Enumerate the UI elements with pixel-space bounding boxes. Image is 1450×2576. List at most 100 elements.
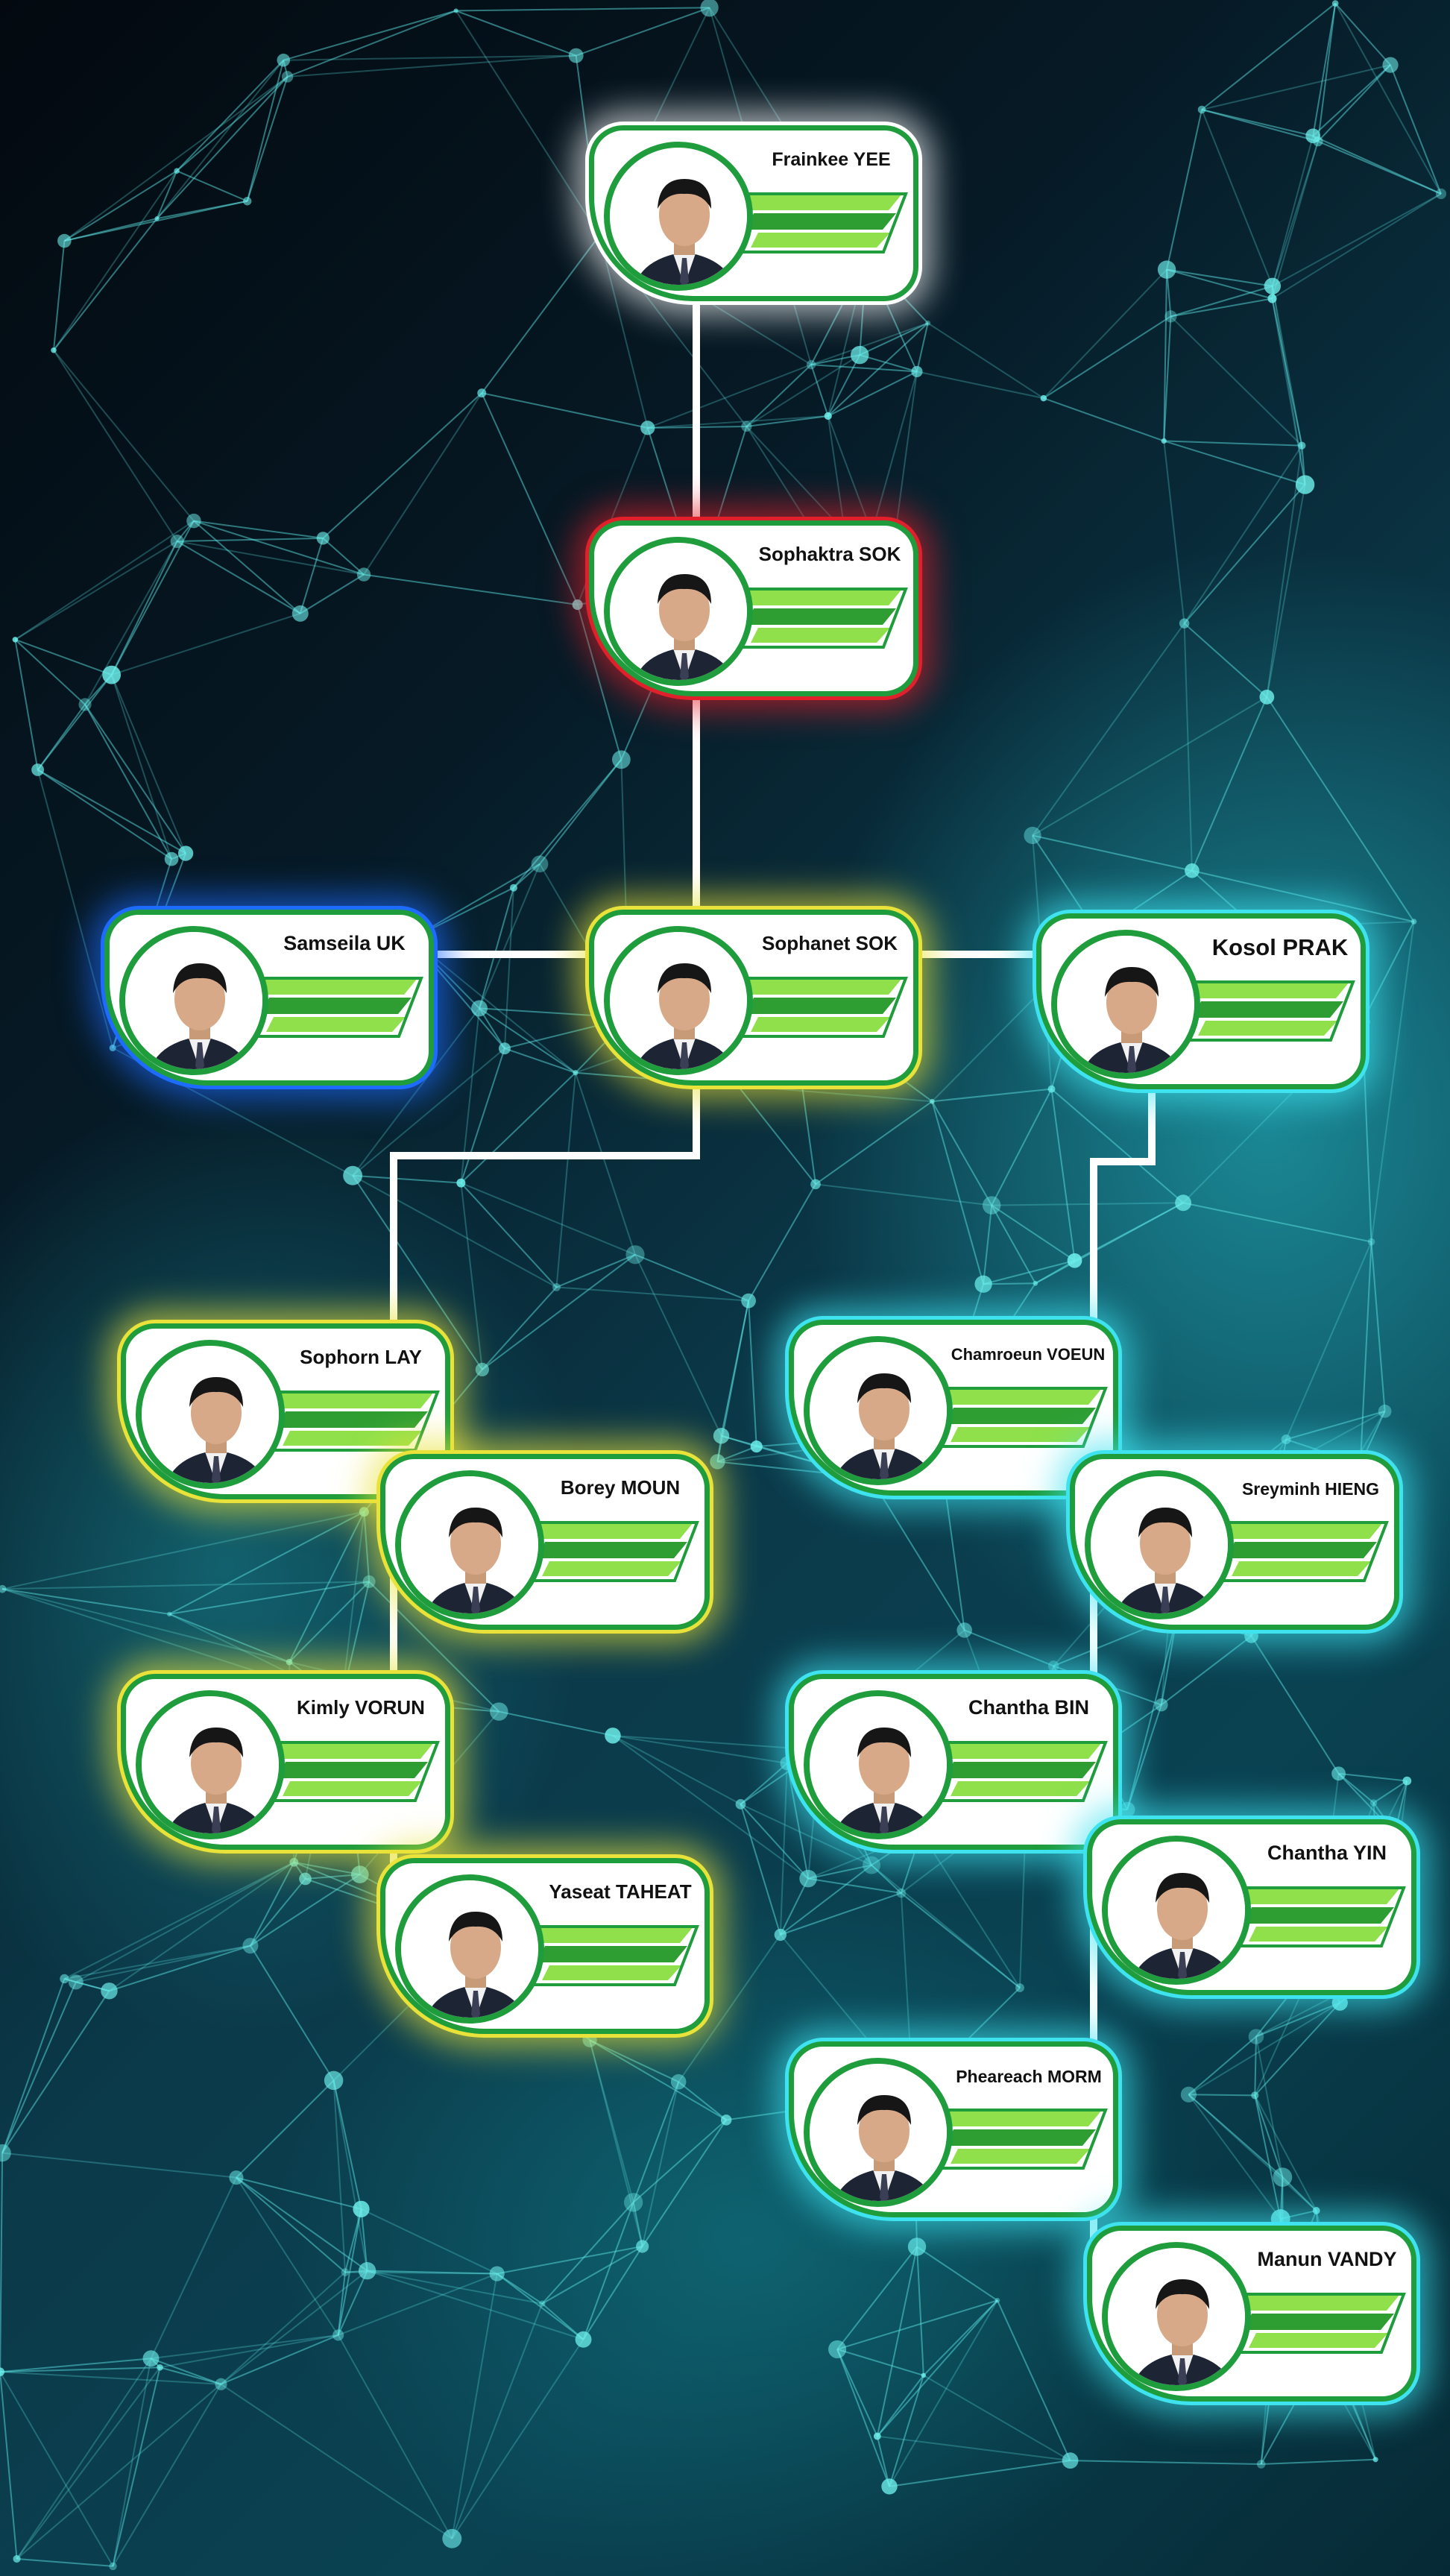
- person-silhouette-icon: [1091, 1476, 1228, 1613]
- ribbon-outline: [942, 1387, 1108, 1448]
- ribbon-stripe: [533, 1522, 693, 1539]
- ribbon-outline: [742, 192, 908, 253]
- name-ribbon: [942, 2109, 1108, 2170]
- person-silhouette-icon: [810, 2064, 947, 2201]
- ribbon-stripe: [266, 1017, 406, 1032]
- member-card-manun-vandy[interactable]: Manun VANDY: [1087, 2226, 1424, 2412]
- avatar: [1102, 2242, 1251, 2391]
- ribbon-stripe: [1240, 1888, 1400, 1904]
- person-silhouette-icon: [401, 1880, 538, 2018]
- ribbon-stripe: [262, 998, 412, 1014]
- member-card-samseila-uk[interactable]: Samseila UK: [104, 910, 441, 1096]
- avatar: [1102, 1836, 1251, 1985]
- member-card-sophanet-sok[interactable]: Sophanet SOK: [589, 910, 926, 1096]
- ribbon-stripe: [751, 628, 890, 643]
- member-card-chantha-bin[interactable]: Chantha BIN: [789, 1674, 1126, 1860]
- avatar: [804, 1690, 953, 1839]
- member-name: Sophanet SOK: [761, 932, 898, 954]
- ribbon-stripe: [946, 1408, 1096, 1424]
- ribbon-stripe: [1249, 1927, 1388, 1942]
- member-card-yaseat-taheat[interactable]: Yaseat TAHEAT: [380, 1858, 717, 2044]
- ribbon-stripe: [1194, 1001, 1343, 1018]
- ribbon-outline: [533, 1521, 699, 1582]
- avatar: [1051, 930, 1200, 1079]
- name-ribbon: [742, 588, 908, 649]
- person-silhouette-icon: [1057, 936, 1194, 1073]
- person-silhouette-icon: [610, 148, 747, 285]
- ribbon-stripe: [283, 1431, 422, 1446]
- name-ribbon: [1189, 980, 1355, 1042]
- avatar: [604, 142, 753, 291]
- person-silhouette-icon: [125, 932, 262, 1069]
- ribbon-stripe: [1227, 1542, 1377, 1558]
- avatar: [395, 1874, 544, 2024]
- ribbon-stripe: [742, 194, 902, 210]
- ribbon-stripe: [538, 1946, 687, 1962]
- member-name: Manun VANDY: [1257, 2248, 1397, 2270]
- name-ribbon: [942, 1387, 1108, 1448]
- name-ribbon: [533, 1521, 699, 1582]
- ribbon-stripe: [942, 2110, 1102, 2126]
- ribbon-stripe: [278, 1411, 428, 1428]
- person-silhouette-icon: [142, 1346, 279, 1483]
- member-name: Borey MOUN: [560, 1476, 681, 1499]
- member-card-chantha-yin[interactable]: Chantha YIN: [1087, 1819, 1424, 2006]
- member-card-kosol-prak[interactable]: Kosol PRAK: [1036, 913, 1373, 1100]
- person-silhouette-icon: [610, 543, 747, 680]
- member-card-sophorn-lay[interactable]: Sophorn LAY: [121, 1323, 458, 1510]
- ribbon-stripe: [1198, 1021, 1337, 1036]
- ribbon-stripe: [538, 1542, 687, 1558]
- member-name: Sreyminh HIENG: [1241, 1479, 1380, 1499]
- person-silhouette-icon: [401, 1476, 538, 1613]
- ribbon-stripe: [751, 1017, 890, 1032]
- ribbon-outline: [274, 1741, 440, 1802]
- name-ribbon: [274, 1391, 440, 1452]
- ribbon-stripe: [951, 2149, 1090, 2164]
- name-ribbon: [1223, 1521, 1389, 1582]
- ribbon-stripe: [1249, 2333, 1388, 2348]
- ribbon-stripe: [1223, 1522, 1383, 1539]
- ribbon-stripe: [274, 1742, 434, 1759]
- ribbon-stripe: [942, 1742, 1102, 1759]
- ribbon-stripe: [1232, 1561, 1371, 1576]
- ribbon-outline: [1240, 1886, 1406, 1947]
- avatar: [804, 1336, 953, 1485]
- ribbon-stripe: [742, 978, 902, 995]
- person-silhouette-icon: [1108, 2248, 1245, 2385]
- name-ribbon: [942, 1741, 1108, 1802]
- ribbon-stripe: [274, 1392, 434, 1408]
- ribbon-stripe: [951, 1781, 1090, 1796]
- member-card-pheareach-morm[interactable]: Pheareach MORM: [789, 2041, 1126, 2228]
- member-card-chamroeun-voeun[interactable]: Chamroeun VOEUN: [789, 1320, 1126, 1506]
- ribbon-outline: [533, 1925, 699, 1986]
- name-ribbon: [742, 192, 908, 253]
- ribbon-stripe: [946, 1762, 1096, 1778]
- member-card-frainkee-yee[interactable]: Frainkee YEE: [589, 125, 926, 312]
- ribbon-stripe: [746, 213, 896, 230]
- ribbon-stripe: [746, 608, 896, 625]
- ribbon-outline: [742, 588, 908, 649]
- ribbon-outline: [942, 1741, 1108, 1802]
- ribbon-stripe: [283, 1781, 422, 1796]
- member-card-sophaktra-sok[interactable]: Sophaktra SOK: [589, 520, 926, 707]
- ribbon-stripe: [946, 2129, 1096, 2146]
- member-name: Sophorn LAY: [300, 1346, 422, 1368]
- avatar: [1085, 1470, 1234, 1619]
- member-card-kimly-vorun[interactable]: Kimly VORUN: [121, 1674, 458, 1860]
- member-card-borey-moun[interactable]: Borey MOUN: [380, 1454, 717, 1640]
- ribbon-stripe: [1244, 2314, 1394, 2330]
- avatar: [136, 1340, 285, 1489]
- member-card-sreyminh-hieng[interactable]: Sreyminh HIENG: [1070, 1454, 1407, 1640]
- member-name: Chantha YIN: [1267, 1842, 1387, 1864]
- ribbon-outline: [274, 1391, 440, 1452]
- ribbon-outline: [257, 977, 423, 1038]
- ribbon-stripe: [746, 998, 896, 1014]
- ribbon-stripe: [1240, 2294, 1400, 2311]
- ribbon-stripe: [278, 1762, 428, 1778]
- member-name: Samseila UK: [283, 932, 406, 954]
- ribbon-outline: [1240, 2293, 1406, 2354]
- avatar: [604, 926, 753, 1075]
- person-silhouette-icon: [610, 932, 747, 1069]
- member-name: Pheareach MORM: [956, 2067, 1102, 2086]
